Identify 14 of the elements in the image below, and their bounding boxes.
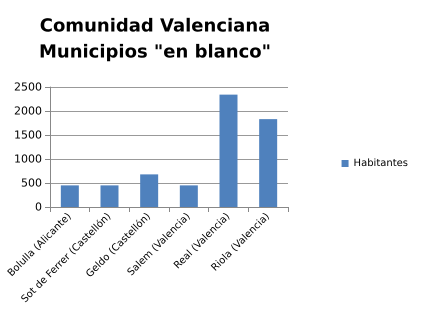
- legend-label: Habitantes: [354, 158, 408, 169]
- bar: [180, 185, 198, 207]
- bar: [140, 174, 158, 207]
- y-tick-label: 1000: [14, 152, 42, 166]
- y-tick-label: 500: [21, 176, 42, 190]
- y-tick-label: 0: [35, 200, 42, 214]
- bar: [259, 119, 278, 207]
- chart-title: Comunidad Valenciana Municipios "en blanco": [38, 16, 272, 62]
- bar: [220, 94, 238, 207]
- bar: [60, 185, 79, 207]
- y-tick-label: 2500: [14, 80, 42, 94]
- bar: [100, 185, 118, 207]
- y-tick-label: 1500: [14, 128, 42, 142]
- y-tick-label: 2000: [14, 104, 42, 118]
